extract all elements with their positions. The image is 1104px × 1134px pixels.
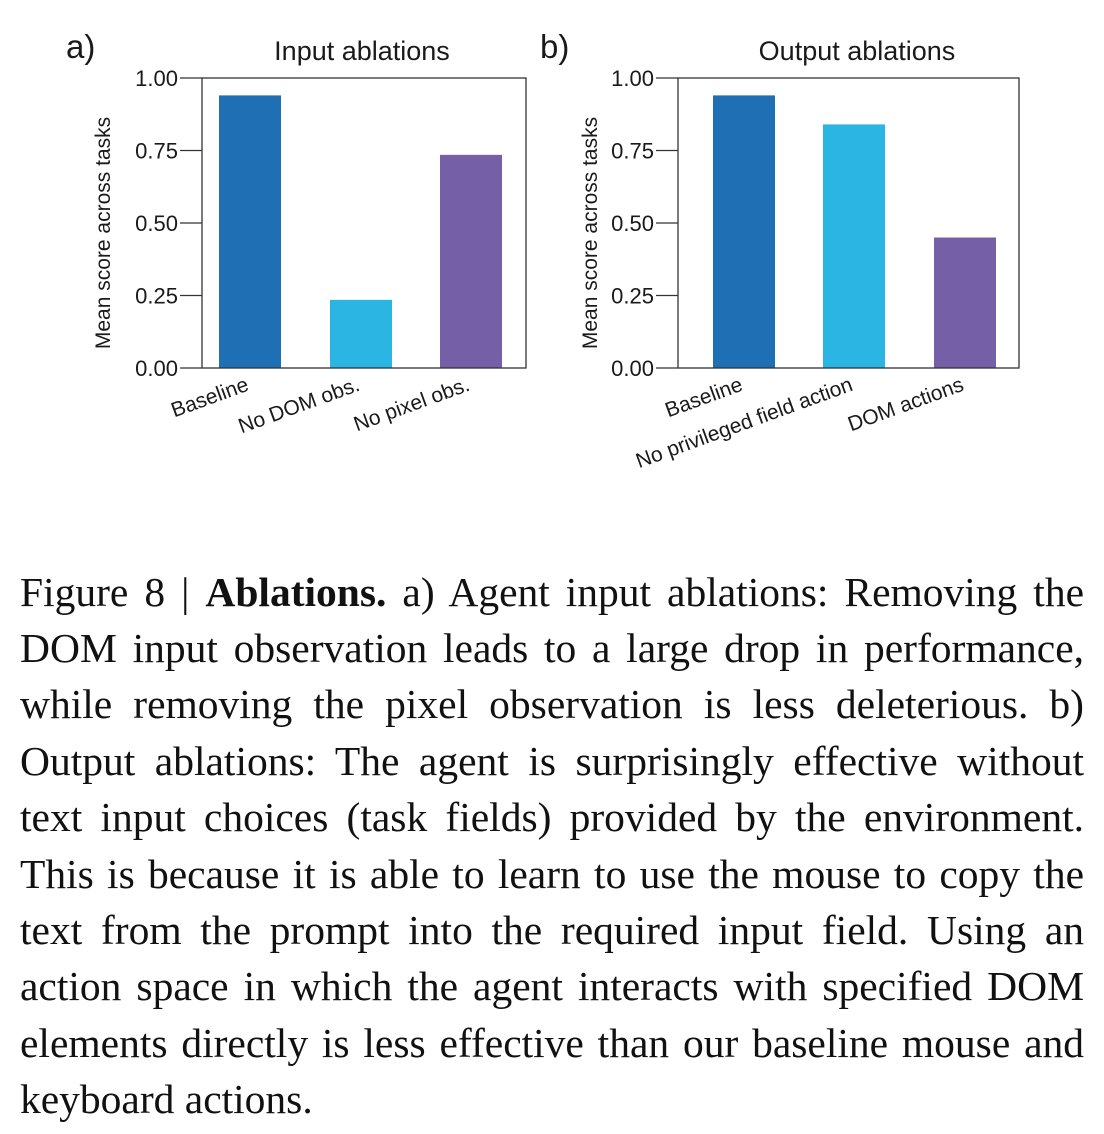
panel-b-bar-2 — [823, 124, 885, 369]
panel-b-xtick-label-3: DOM actions — [845, 373, 967, 436]
panel-a-title: Input ablations — [274, 36, 450, 66]
panel-b-bar-1 — [713, 95, 775, 369]
panel-a-ytick-label: 0.50 — [135, 211, 178, 236]
panel-a-bar-2 — [330, 299, 392, 368]
panel-b-label: b) — [540, 28, 569, 65]
panel-b-title: Output ablations — [759, 36, 956, 66]
panel-a-label: a) — [66, 28, 95, 65]
panel-b-ytick-label: 0.50 — [611, 211, 654, 236]
panel-a-bar-3 — [440, 154, 502, 368]
caption-label: Figure 8 | — [20, 568, 206, 615]
panel-a-ytick-label: 0.75 — [135, 139, 178, 164]
panel-a-ytick-label: 0.25 — [135, 284, 178, 309]
panel-b-bar-3 — [934, 237, 996, 368]
ablation-figure: a) Input ablations 0.00 0.25 0.50 0.75 1.00 Mea… — [66, 28, 1020, 473]
caption-text: a) Agent input ablations: Removing the D… — [20, 568, 1084, 1123]
panel-b-xtick-label-2: No privileged field action — [633, 373, 856, 473]
panel-b-ytick-label: 0.00 — [611, 356, 654, 381]
panel-b-ytick-label: 1.00 — [611, 66, 654, 91]
panel-a-xtick-label-2: No DOM obs. — [235, 373, 362, 438]
panel-a-ylabel: Mean score across tasks — [92, 117, 115, 349]
caption-bold-title: Ablations. — [205, 568, 387, 615]
panel-a-bar-1 — [219, 95, 281, 369]
panel-a-ytick-label: 0.00 — [135, 356, 178, 381]
panel-a-ytick-label: 1.00 — [135, 66, 178, 91]
panel-b-ylabel: Mean score across tasks — [579, 117, 602, 349]
panel-a-xtick-label-3: No pixel obs. — [351, 373, 473, 436]
figure-caption: Figure 8 | Ablations. a) Agent input abl… — [20, 564, 1084, 1128]
panel-b-ytick-label: 0.25 — [611, 284, 654, 309]
panel-b-ytick-label: 0.75 — [611, 139, 654, 164]
